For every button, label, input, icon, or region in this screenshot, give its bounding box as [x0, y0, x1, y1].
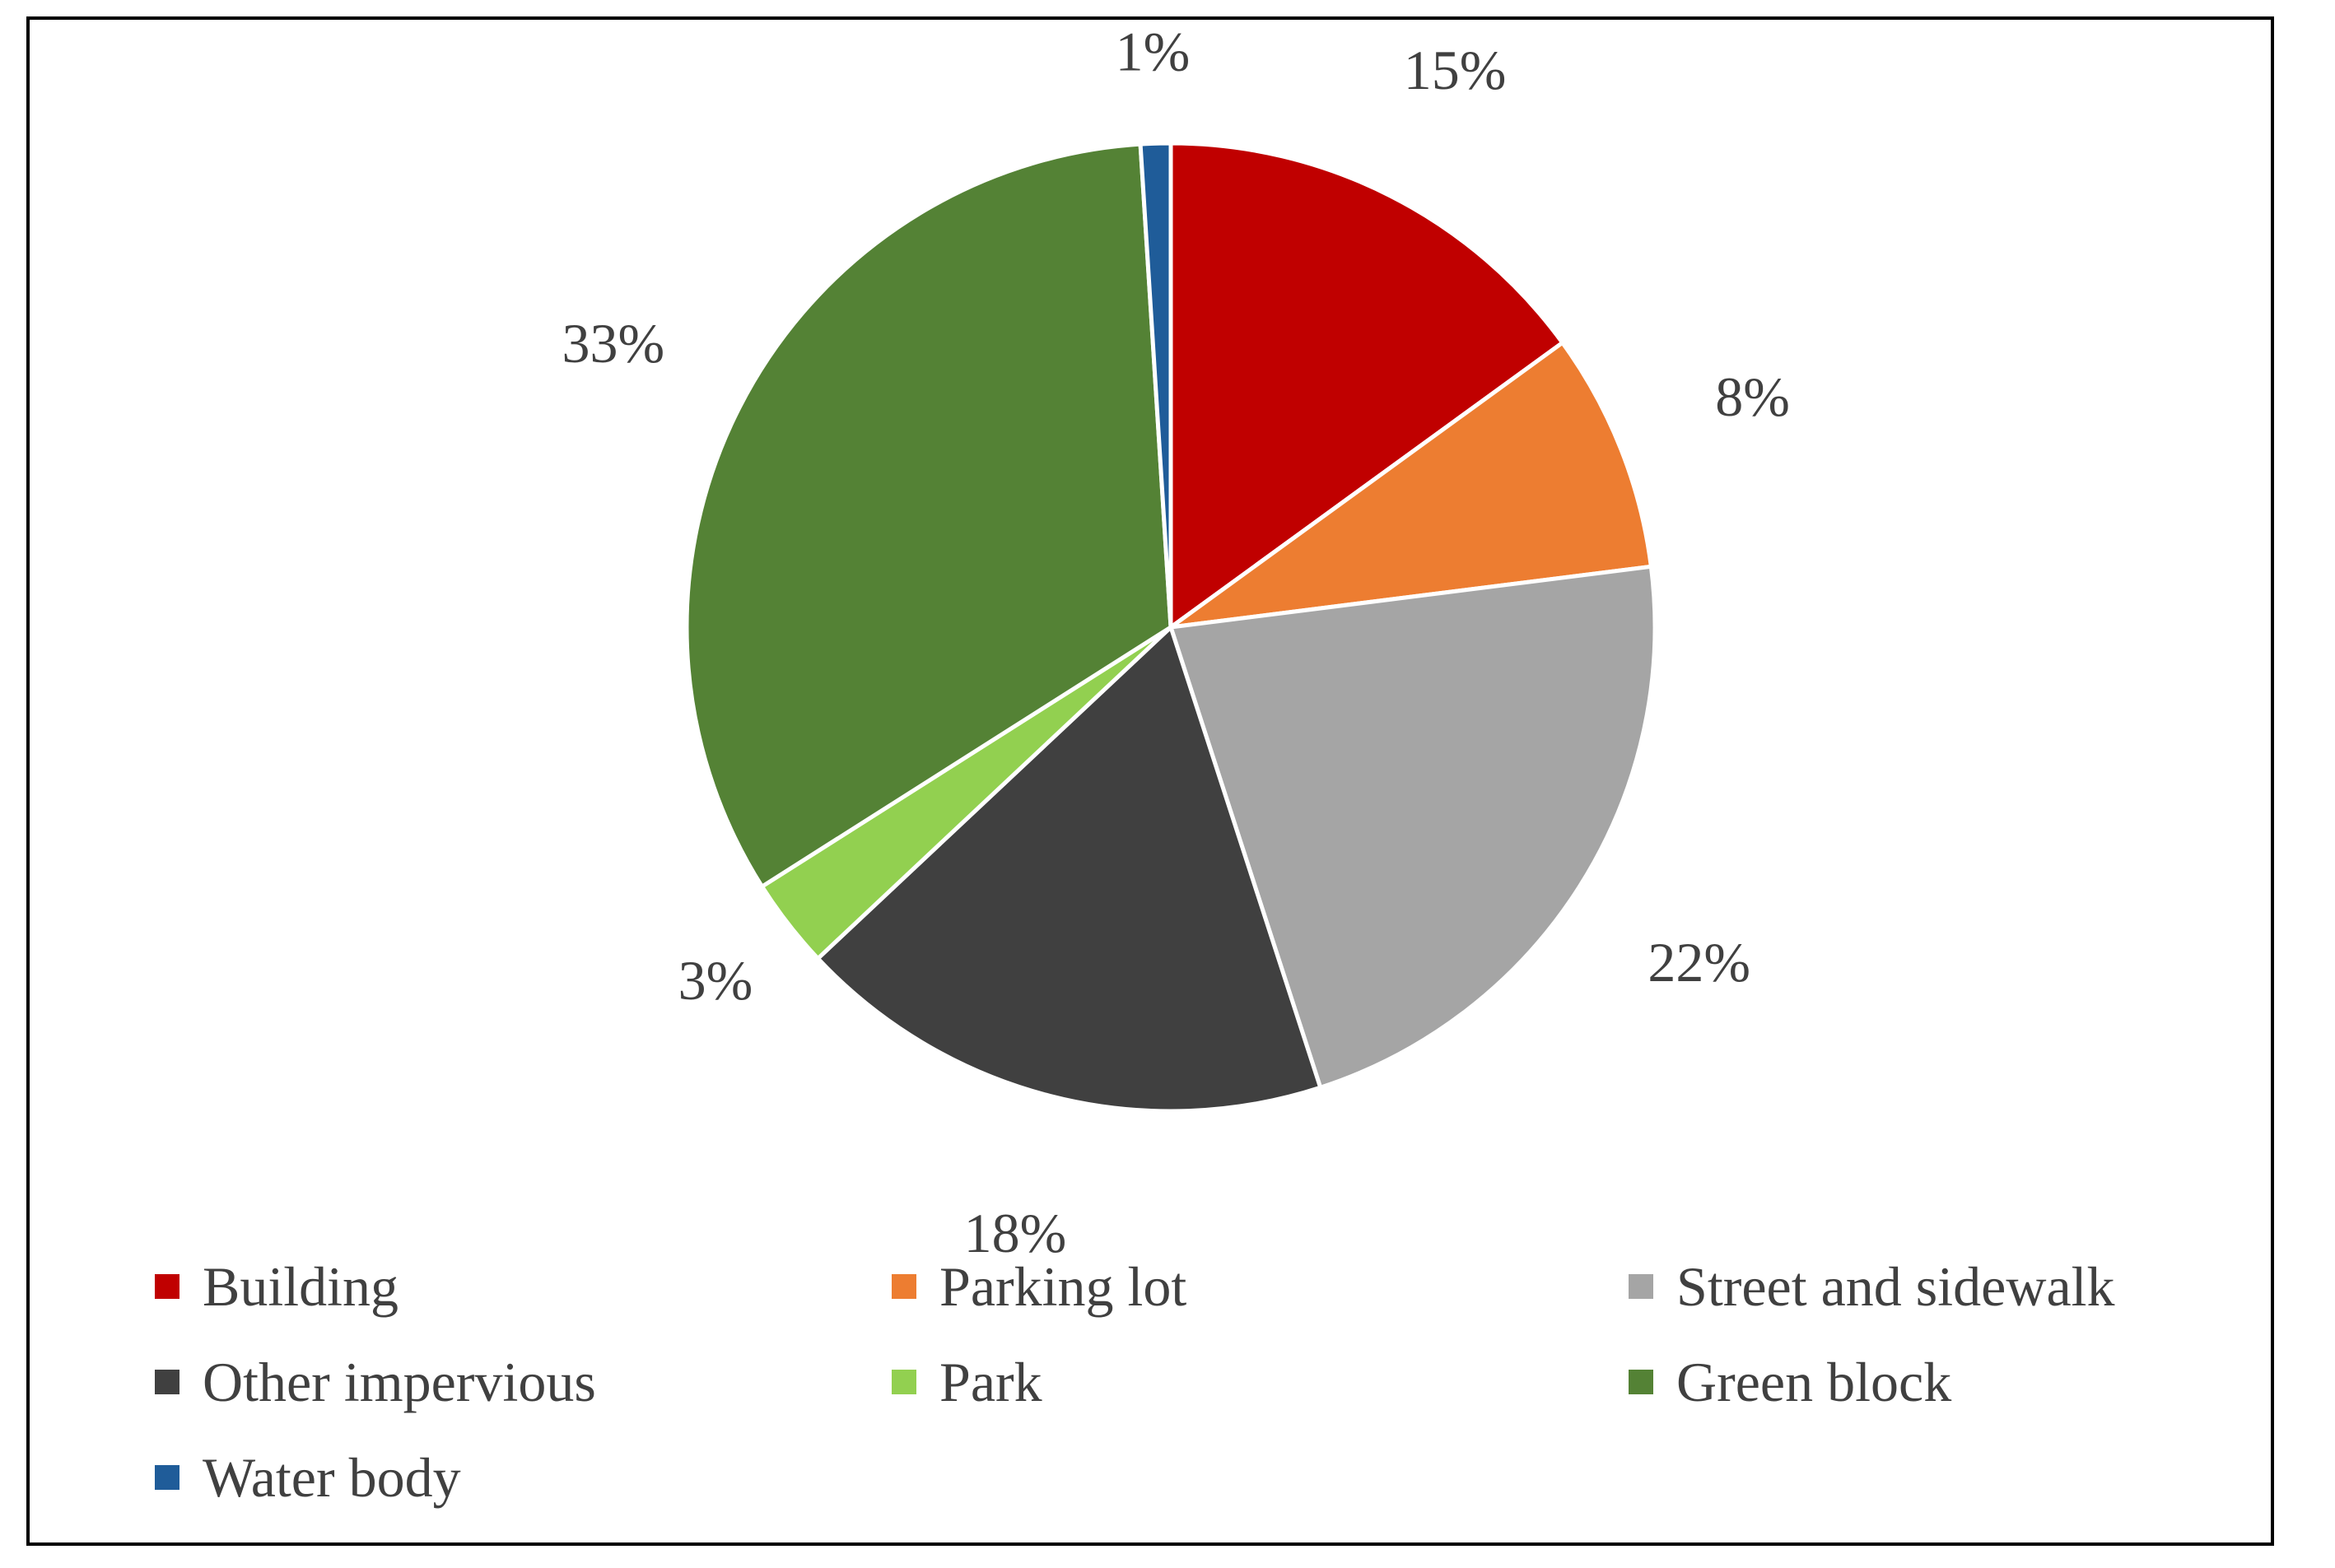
data-label-building: 15%: [1404, 39, 1507, 101]
legend-label: Building: [203, 1254, 399, 1318]
legend-item-water-body: Water body: [155, 1430, 892, 1525]
pie-slices: [684, 141, 1657, 1114]
legend-swatch: [892, 1274, 916, 1299]
legend-label: Green block: [1676, 1350, 1952, 1413]
legend-swatch: [1629, 1274, 1653, 1299]
data-label-water-body: 1%: [1116, 20, 1191, 82]
pie-slice-water-body: [1138, 141, 1173, 630]
legend-swatch: [155, 1465, 179, 1490]
data-label-green-block: 33%: [562, 312, 665, 375]
legend-swatch: [155, 1274, 179, 1299]
legend-label: Park: [939, 1350, 1042, 1413]
legend-item-parking-lot: Parking lot: [892, 1239, 1629, 1334]
chart-legend: Building Parking lot Street and sidewalk Ot…: [155, 1239, 2263, 1525]
pie-slice-other-impervious: [815, 625, 1323, 1114]
legend-item-park: Park: [892, 1334, 1629, 1430]
pie-slice-building: [1168, 141, 1565, 630]
legend-item-street-and-sidewalk: Street and sidewalk: [1629, 1239, 2263, 1334]
legend-swatch: [892, 1370, 916, 1394]
legend-item-green-block: Green block: [1629, 1334, 2263, 1430]
legend-label: Street and sidewalk: [1676, 1254, 2115, 1318]
legend-item-other-impervious: Other impervious: [155, 1334, 892, 1430]
legend-label: Other impervious: [203, 1350, 596, 1413]
legend-item-building: Building: [155, 1239, 892, 1334]
data-label-other-impervious: 18%: [964, 1202, 1067, 1264]
legend-label: Parking lot: [939, 1254, 1187, 1318]
data-label-street-and-sidewalk: 22%: [1648, 931, 1750, 993]
pie-slice-green-block: [684, 142, 1173, 889]
data-label-park: 3%: [678, 949, 753, 1012]
data-label-parking-lot: 8%: [1715, 365, 1790, 428]
legend-label: Water body: [203, 1445, 461, 1509]
legend-swatch: [155, 1370, 179, 1394]
pie-data-labels: 15% 8% 22% 18% 3% 33% 1%: [562, 20, 1790, 1264]
pie-slice-street-and-sidewalk: [1168, 564, 1657, 1090]
pie-slice-parking-lot: [1168, 340, 1653, 630]
legend-swatch: [1629, 1370, 1653, 1394]
